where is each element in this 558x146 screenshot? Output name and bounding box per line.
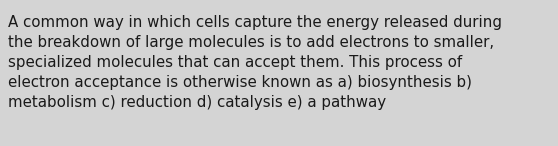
Text: A common way in which cells capture the energy released during
the breakdown of : A common way in which cells capture the … — [8, 15, 502, 111]
